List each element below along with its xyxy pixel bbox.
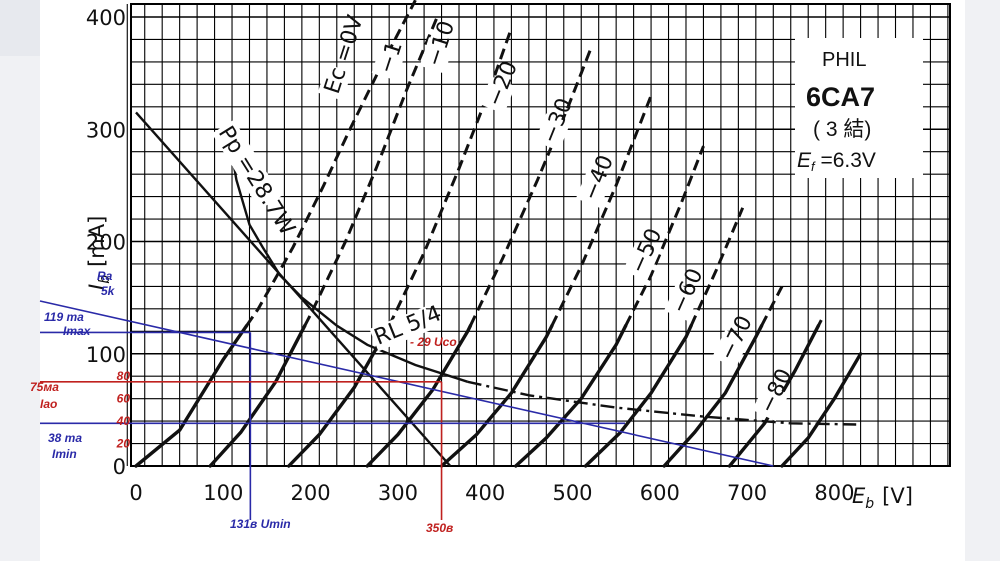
curve-solid [514,324,628,468]
tube-model: 6CA7 [806,82,875,112]
x-axis-label: Eb [V] [852,484,913,512]
curve-label: −50 [626,225,668,278]
curve-dashed [303,16,439,327]
ra-load-line [39,300,774,467]
curve-dashed [550,95,653,327]
load-label-ra: Ra [97,269,113,283]
curve-dashed [817,319,823,327]
heater-voltage: Ef =6.3V [797,149,876,174]
umin-label: 131в Umin [230,517,291,531]
uao-label: 350в [426,521,453,535]
curve-label-bg [712,329,749,369]
curve-label-bg [317,64,352,101]
x-tick-label: 700 [727,481,767,505]
plot-border [130,3,951,467]
rl-label-bg [369,306,435,352]
imax-label: Imax [63,324,92,338]
x-tick-label: 300 [378,481,418,505]
x-tick-label: 800 [814,481,854,505]
y-tick-label: 300 [86,118,126,142]
plate-dissipation-curve-dashdot [467,380,857,426]
imax-value: 119 ma [44,310,84,324]
curve-solid [780,352,863,468]
x-tick-label: 400 [465,481,505,505]
curve-label-bg [419,37,454,74]
x-tick-label: 200 [291,481,331,505]
curve-dashed [760,285,784,327]
curve-label-bg [371,44,406,81]
curve-label-bg [575,170,612,208]
curve-label: −1 [374,38,408,77]
curve-label: −30 [537,95,578,147]
curve-dashed [387,27,513,327]
tube-info-box [795,38,923,178]
x-tick-label: 0 [129,481,142,505]
x-axis-tick-labels: 0 100 200 300 400 500 600 700 800 [129,481,854,505]
curve-solid [662,324,764,468]
curve-label: −60 [667,265,709,318]
tube-maker: PHIL [822,49,866,71]
imin-value: 38 ma [48,431,82,445]
curve-solid [439,324,554,468]
x-tick-label: 500 [552,481,592,505]
printed-load-line [135,111,452,467]
curve-solid [583,324,693,468]
y-tick-label: 0 [113,455,126,479]
bias-label: - 29 Uco [410,335,457,349]
extra-y-tick-label: 80 [117,369,131,383]
top-frame-tab [0,0,40,56]
curve-solid [287,324,391,468]
extra-y-tick-label: 20 [116,437,131,451]
iao-value: 75ма [30,380,59,394]
left-frame-panel [0,0,40,561]
pp-label-bg [211,119,282,210]
x-tick-label: 100 [203,481,243,505]
curve-solid [208,324,307,468]
curve-label-bg [479,76,516,114]
extra-y-tick-label: 60 [117,392,131,406]
curve-label-bg [623,243,660,282]
curve-label-bg [534,113,571,151]
curve-label: −80 [755,365,798,418]
right-frame-panel [965,0,1000,561]
extra-y-tick-labels: 20 40 60 80 [116,369,131,450]
x-tick-label: 600 [640,481,680,505]
load-label-5k: 5k [101,284,116,298]
y-tick-label: 200 [86,231,126,255]
y-tick-label: 100 [86,343,126,367]
extra-y-tick-label: 40 [116,414,131,428]
y-axis-tick-labels: 0 100 200 300 400 [86,6,126,479]
curve-dashed [689,207,745,327]
curve-solid [134,324,249,468]
curve-label-bg [752,382,789,422]
curve-label-bg [664,283,701,322]
y-tick-label: 400 [86,6,126,30]
tube-connection: ( 3 結) [813,118,871,141]
pp-label: Pp =28.7W [213,122,300,240]
y-axis-label: Ib[mA] [85,216,113,290]
imin-label: Imin [52,447,77,461]
curve-dashed [469,50,592,327]
chart-annotations [39,300,774,520]
iao-label: Iao [40,397,57,411]
